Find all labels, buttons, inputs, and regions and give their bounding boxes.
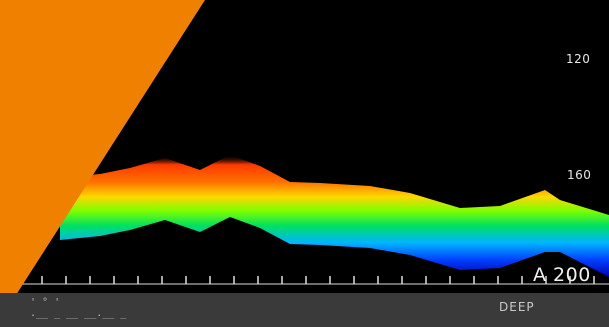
bar-marks-row-2: .__ _ __ __.__ _ [30, 308, 127, 319]
bar-marks-row-1: ' ° ' [30, 297, 61, 308]
bottom-echo-band [60, 155, 609, 277]
depth-tick-marks [0, 276, 609, 285]
depth-label-lower: 160 [567, 168, 592, 182]
sonar-status-bar [0, 293, 609, 327]
mode-label[interactable]: DEEP [499, 300, 535, 314]
depth-label-upper: 120 [566, 52, 591, 66]
range-label: A 200 [533, 264, 591, 286]
bar-marks: ' ° ' .__ _ __ __.__ _ [30, 297, 230, 321]
orange-overlay [0, 0, 205, 320]
